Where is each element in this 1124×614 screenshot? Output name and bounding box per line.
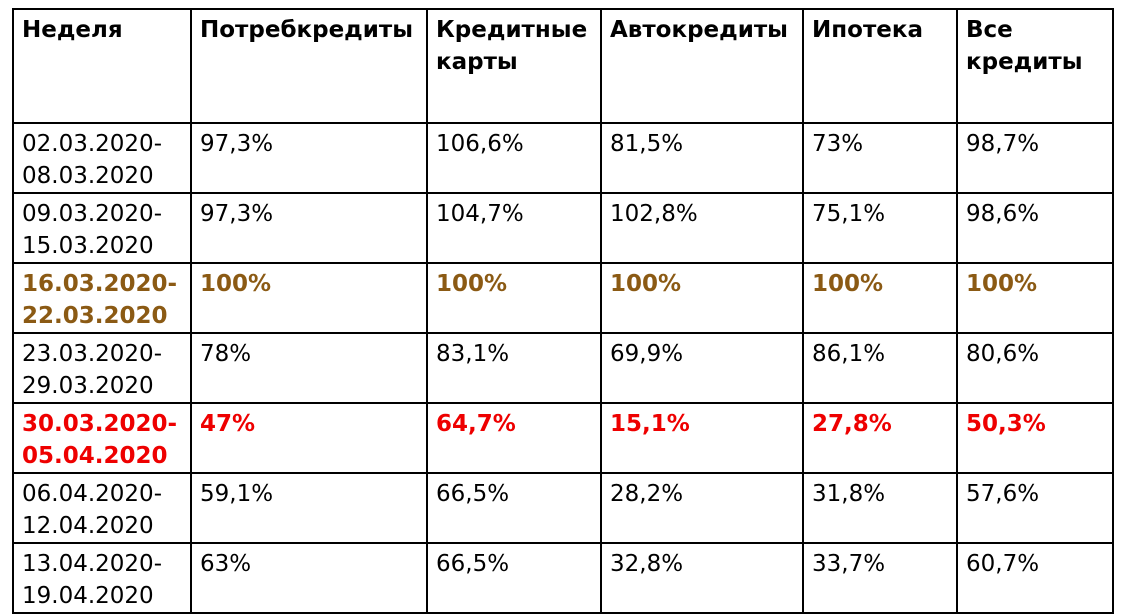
value-cell: 100% (600, 262, 804, 334)
value-cell: 75,1% (802, 192, 958, 264)
value-cell: 78% (190, 332, 428, 404)
week-cell: 30.03.2020- 05.04.2020 (12, 402, 192, 474)
table-row: 23.03.2020- 29.03.2020 78% 83,1% 69,9% 8… (12, 332, 1114, 404)
value-cell: 100% (190, 262, 428, 334)
value-cell: 104,7% (426, 192, 602, 264)
value-cell: 66,5% (426, 472, 602, 544)
credit-weekly-table: Неделя Потребкредиты Кредитные карты Авт… (12, 8, 1114, 614)
value-cell: 83,1% (426, 332, 602, 404)
value-cell: 59,1% (190, 472, 428, 544)
header-week: Неделя (12, 8, 192, 124)
header-all-loans: Все кредиты (956, 8, 1114, 124)
value-cell: 100% (956, 262, 1114, 334)
value-cell: 57,6% (956, 472, 1114, 544)
value-cell: 86,1% (802, 332, 958, 404)
header-mortgage: Ипотека (802, 8, 958, 124)
value-cell: 73% (802, 122, 958, 194)
table-row: 06.04.2020- 12.04.2020 59,1% 66,5% 28,2%… (12, 472, 1114, 544)
value-cell: 106,6% (426, 122, 602, 194)
week-cell: 23.03.2020- 29.03.2020 (12, 332, 192, 404)
value-cell: 50,3% (956, 402, 1114, 474)
table-row-baseline: 16.03.2020- 22.03.2020 100% 100% 100% 10… (12, 262, 1114, 334)
value-cell: 98,7% (956, 122, 1114, 194)
week-cell: 09.03.2020- 15.03.2020 (12, 192, 192, 264)
header-auto-loans: Автокредиты (600, 8, 804, 124)
value-cell: 63% (190, 542, 428, 614)
header-row: Неделя Потребкредиты Кредитные карты Авт… (12, 8, 1114, 124)
value-cell: 60,7% (956, 542, 1114, 614)
table-row: 13.04.2020- 19.04.2020 63% 66,5% 32,8% 3… (12, 542, 1114, 614)
value-cell: 81,5% (600, 122, 804, 194)
value-cell: 64,7% (426, 402, 602, 474)
table-row: 02.03.2020- 08.03.2020 97,3% 106,6% 81,5… (12, 122, 1114, 194)
value-cell: 102,8% (600, 192, 804, 264)
value-cell: 33,7% (802, 542, 958, 614)
week-cell: 06.04.2020- 12.04.2020 (12, 472, 192, 544)
value-cell: 28,2% (600, 472, 804, 544)
value-cell: 97,3% (190, 192, 428, 264)
header-consumer-loans: Потребкредиты (190, 8, 428, 124)
value-cell: 66,5% (426, 542, 602, 614)
value-cell: 100% (426, 262, 602, 334)
table-row-drop: 30.03.2020- 05.04.2020 47% 64,7% 15,1% 2… (12, 402, 1114, 474)
table-row: 09.03.2020- 15.03.2020 97,3% 104,7% 102,… (12, 192, 1114, 264)
value-cell: 80,6% (956, 332, 1114, 404)
value-cell: 15,1% (600, 402, 804, 474)
value-cell: 98,6% (956, 192, 1114, 264)
value-cell: 47% (190, 402, 428, 474)
value-cell: 69,9% (600, 332, 804, 404)
value-cell: 97,3% (190, 122, 428, 194)
week-cell: 02.03.2020- 08.03.2020 (12, 122, 192, 194)
value-cell: 100% (802, 262, 958, 334)
week-cell: 16.03.2020- 22.03.2020 (12, 262, 192, 334)
value-cell: 31,8% (802, 472, 958, 544)
header-credit-cards: Кредитные карты (426, 8, 602, 124)
value-cell: 32,8% (600, 542, 804, 614)
week-cell: 13.04.2020- 19.04.2020 (12, 542, 192, 614)
value-cell: 27,8% (802, 402, 958, 474)
